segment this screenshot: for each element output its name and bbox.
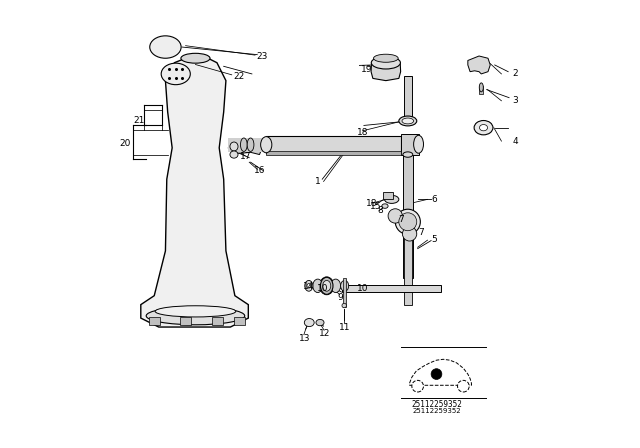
Ellipse shape [479, 83, 483, 92]
Ellipse shape [316, 319, 324, 326]
Ellipse shape [313, 279, 323, 293]
Bar [228, 138, 266, 152]
Ellipse shape [403, 152, 413, 157]
Text: 11: 11 [339, 323, 350, 332]
Text: 23: 23 [256, 52, 268, 60]
Circle shape [458, 380, 469, 392]
Text: 9: 9 [337, 293, 343, 302]
Circle shape [431, 369, 442, 379]
Text: 7: 7 [398, 215, 403, 224]
Ellipse shape [230, 142, 238, 151]
Text: 19: 19 [362, 65, 372, 74]
Bar [180, 317, 191, 325]
PathPatch shape [141, 56, 248, 327]
Ellipse shape [382, 204, 388, 208]
Text: 3: 3 [512, 96, 518, 105]
Text: 21: 21 [133, 116, 144, 125]
Ellipse shape [319, 277, 334, 295]
Bar [266, 136, 401, 153]
Text: 6: 6 [431, 195, 437, 204]
Bar [479, 86, 483, 94]
Text: 2: 2 [512, 69, 518, 78]
Bar [403, 155, 413, 278]
Ellipse shape [247, 138, 254, 151]
Ellipse shape [161, 63, 190, 85]
Text: 7: 7 [418, 228, 424, 237]
Bar [149, 317, 160, 325]
Bar [404, 76, 412, 121]
Ellipse shape [342, 303, 346, 308]
Text: 4: 4 [512, 137, 518, 146]
Ellipse shape [241, 138, 247, 151]
Bar [342, 285, 441, 292]
Text: 17: 17 [241, 152, 252, 161]
Ellipse shape [371, 56, 401, 69]
Ellipse shape [321, 277, 333, 294]
Ellipse shape [402, 118, 413, 124]
Ellipse shape [305, 280, 313, 291]
Text: 14: 14 [303, 282, 314, 291]
Ellipse shape [331, 279, 340, 293]
Text: 13: 13 [299, 334, 310, 343]
Bar [383, 192, 392, 199]
Text: 18: 18 [366, 199, 377, 208]
Ellipse shape [374, 54, 398, 62]
Circle shape [388, 209, 403, 223]
Text: 8: 8 [378, 206, 383, 215]
Text: 15: 15 [371, 202, 381, 211]
Circle shape [412, 380, 424, 392]
Circle shape [399, 213, 417, 231]
Circle shape [396, 209, 420, 234]
Ellipse shape [307, 284, 310, 288]
Text: 22: 22 [234, 72, 245, 81]
Bar [404, 224, 412, 305]
Ellipse shape [260, 137, 272, 153]
Bar [401, 134, 419, 155]
Text: 20: 20 [120, 139, 131, 148]
Ellipse shape [413, 135, 424, 153]
Ellipse shape [181, 53, 210, 63]
Ellipse shape [230, 151, 238, 158]
Bar [212, 317, 223, 325]
Ellipse shape [474, 121, 493, 135]
Ellipse shape [146, 307, 244, 325]
Bar [343, 278, 346, 307]
Ellipse shape [385, 195, 399, 203]
Text: 5: 5 [431, 235, 437, 244]
PathPatch shape [228, 142, 262, 155]
Ellipse shape [305, 319, 314, 327]
Ellipse shape [323, 280, 331, 291]
Text: 18: 18 [357, 128, 368, 137]
Text: 16: 16 [254, 166, 265, 175]
Circle shape [403, 227, 417, 241]
Ellipse shape [150, 36, 181, 58]
Text: 10: 10 [357, 284, 368, 293]
Text: 1: 1 [315, 177, 321, 186]
Text: 12: 12 [319, 329, 330, 338]
PathPatch shape [371, 63, 401, 81]
Ellipse shape [399, 116, 417, 126]
Ellipse shape [155, 306, 236, 317]
Ellipse shape [479, 125, 488, 131]
Bar [234, 317, 245, 325]
Text: 10: 10 [317, 284, 328, 293]
Ellipse shape [340, 280, 349, 291]
Bar [266, 151, 401, 155]
PathPatch shape [468, 56, 490, 74]
Text: 25112259352: 25112259352 [412, 408, 461, 414]
Text: 25112259352: 25112259352 [411, 400, 462, 409]
